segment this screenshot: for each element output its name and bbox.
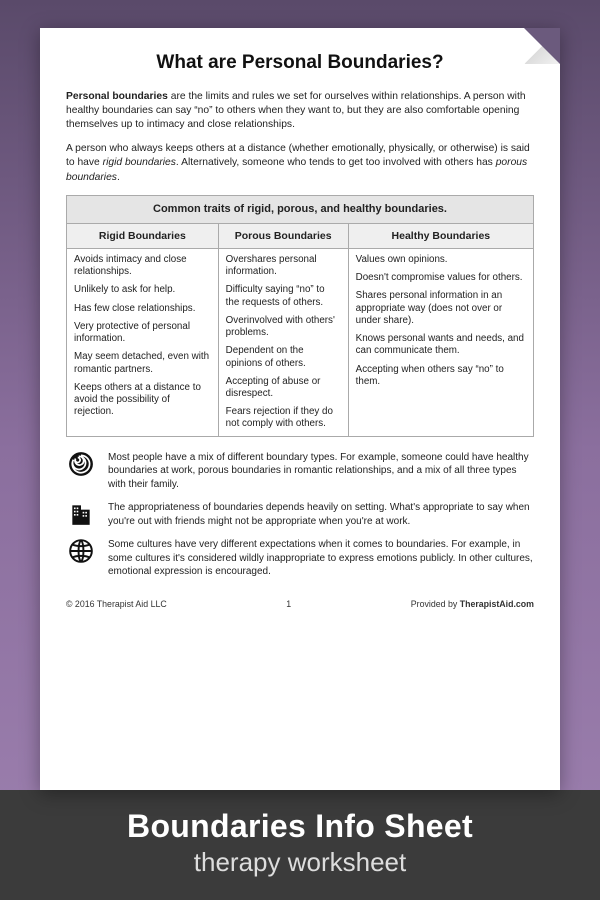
bottom-banner: Boundaries Info Sheet therapy worksheet (0, 790, 600, 900)
traits-table: Common traits of rigid, porous, and heal… (66, 195, 534, 437)
footer-provider: Provided by TherapistAid.com (411, 599, 534, 611)
notes-section: Most people have a mix of different boun… (66, 451, 534, 579)
cell-porous: Overshares personal information.Difficul… (218, 248, 348, 436)
footer-copyright: © 2016 Therapist Aid LLC (66, 599, 167, 611)
building-icon (66, 501, 96, 527)
banner-title: Boundaries Info Sheet (10, 808, 590, 845)
cell-rigid: Avoids intimacy and close relationships.… (67, 248, 219, 436)
page-fold-corner (524, 28, 560, 64)
cell-healthy: Values own opinions.Doesn't compromise v… (348, 248, 533, 436)
note-text: Some cultures have very different expect… (108, 538, 534, 579)
footer-page-number: 1 (167, 599, 411, 611)
intro-section: Personal boundaries are the limits and r… (66, 90, 534, 185)
note-text: The appropriateness of boundaries depend… (108, 501, 534, 528)
gradient-background: What are Personal Boundaries? Personal b… (0, 0, 600, 790)
note-row: The appropriateness of boundaries depend… (66, 501, 534, 528)
intro-paragraph: Personal boundaries are the limits and r… (66, 90, 534, 133)
spiral-icon (66, 451, 96, 477)
worksheet-paper: What are Personal Boundaries? Personal b… (40, 28, 560, 790)
globe-icon (66, 538, 96, 564)
column-header-porous: Porous Boundaries (218, 223, 348, 248)
document-title: What are Personal Boundaries? (66, 50, 534, 76)
note-row: Most people have a mix of different boun… (66, 451, 534, 492)
column-header-rigid: Rigid Boundaries (67, 223, 219, 248)
intro-paragraph: A person who always keeps others at a di… (66, 142, 534, 185)
document-footer: © 2016 Therapist Aid LLC 1 Provided by T… (66, 593, 534, 611)
note-row: Some cultures have very different expect… (66, 538, 534, 579)
table-caption: Common traits of rigid, porous, and heal… (67, 195, 534, 223)
note-text: Most people have a mix of different boun… (108, 451, 534, 492)
banner-subtitle: therapy worksheet (10, 847, 590, 878)
column-header-healthy: Healthy Boundaries (348, 223, 533, 248)
